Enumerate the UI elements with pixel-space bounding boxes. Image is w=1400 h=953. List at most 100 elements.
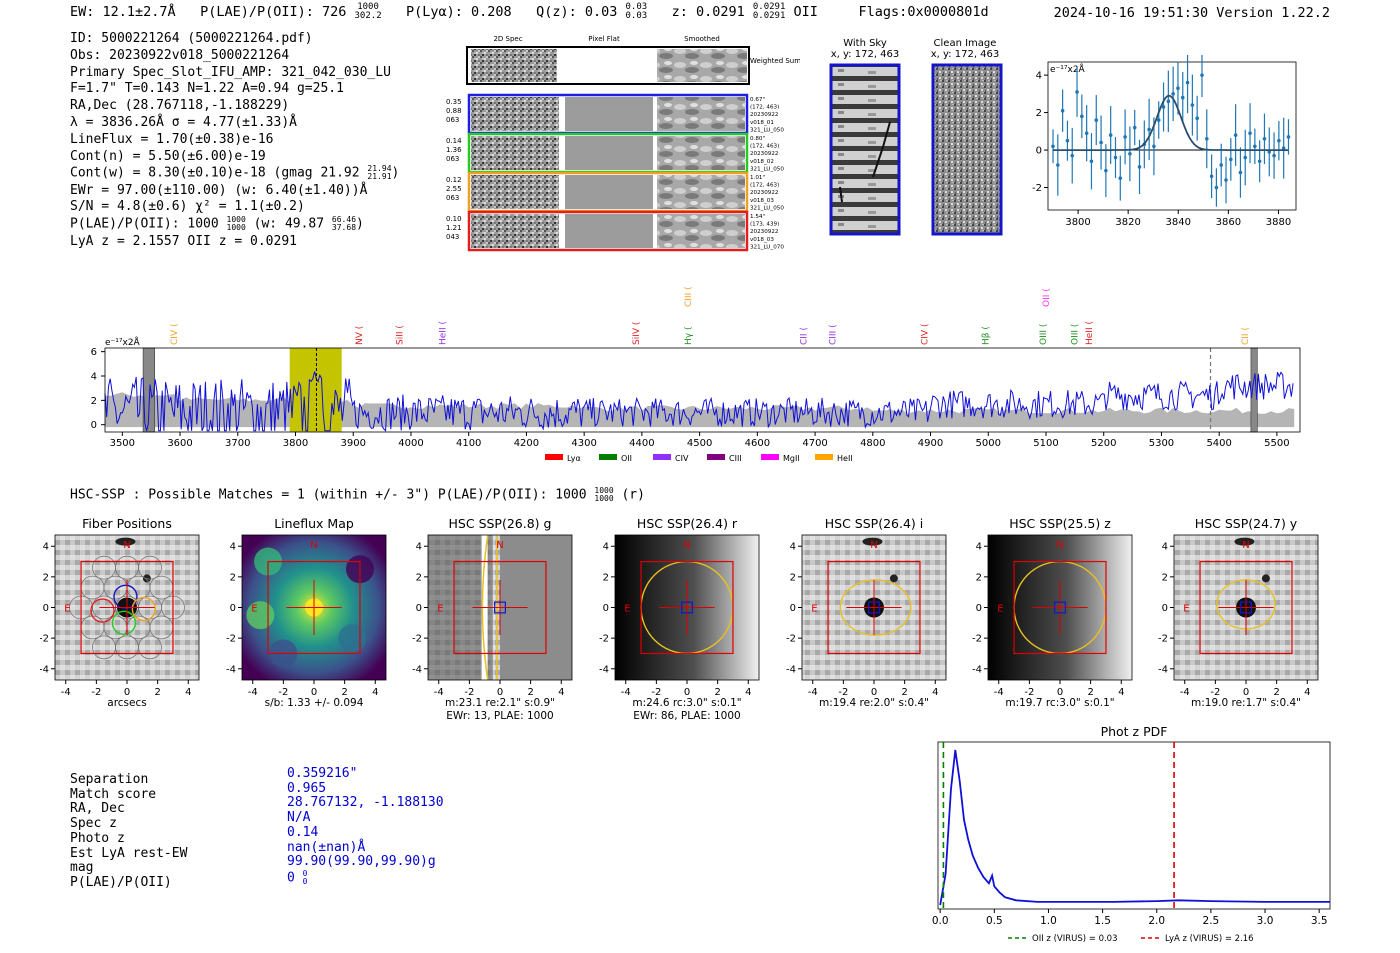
fit-point (1281, 146, 1286, 150)
summary-line: F=1.7" T=0.143 N=1.22 A=0.94 g=25.1 (70, 81, 344, 97)
fit-point (1137, 165, 1142, 169)
photz-legend-label: LyA z (VIRUS) = 2.16 (1165, 934, 1254, 944)
spec-row-right-label: 20230922 (750, 190, 778, 196)
panel-ytick-label: 4 (976, 542, 982, 553)
datestamp: 2024-10-16 19:51:30 Version 1.22.2 (1053, 5, 1330, 21)
qz-hi: 0.03 (625, 2, 648, 12)
spec-row-left-label: 1.21 (446, 224, 462, 232)
weighted-2d (471, 49, 557, 82)
sky-cutouts (829, 63, 1003, 236)
neighbor-blob (862, 537, 883, 546)
legend-label: Lyα (567, 454, 581, 463)
panel-xtick-label: 4 (1118, 687, 1124, 698)
ew-value: EW: 12.1±2.7Å (70, 4, 176, 20)
spec-row-right-label: 1.01" (750, 175, 765, 181)
fit-point (1262, 137, 1267, 141)
fit-gaussian-curve (1053, 94, 1289, 151)
spec-row-right-label: (172, 463) (750, 105, 779, 111)
panel-caption: m:19.7 rc:3.0" s:0.1" (1005, 697, 1114, 709)
panel-ytick-label: -2 (599, 634, 609, 645)
east-label: E (997, 603, 1003, 614)
panel-xtick-label: -2 (91, 687, 101, 698)
panel-xtick-label: -4 (1180, 687, 1190, 698)
fit-point (1094, 118, 1099, 122)
hsc-header: HSC-SSP : Possible Matches = 1 (within +… (70, 486, 645, 503)
match-value: nan(±nan)Å (287, 839, 366, 855)
fit-point (1286, 135, 1291, 139)
counterpart-marker (494, 601, 506, 614)
fit-point (1152, 144, 1156, 149)
spec-row-flat (565, 97, 653, 131)
search-box (80, 560, 174, 655)
spec-xtick-label: 4900 (918, 438, 943, 449)
spec-row-2d (471, 214, 559, 248)
panel-ytick-label: 2 (790, 572, 796, 583)
panel-caption: m:23.1 re:2.1" s:0.9" (445, 697, 555, 709)
spec-xtick-label: 4500 (687, 438, 712, 449)
line-id-label: CIV ( (170, 324, 180, 345)
ewr-line: EWr = 97.00(±110.00) (w: 6.40(±1.40))Å (70, 182, 368, 198)
photz-xtick-label: 0.5 (986, 915, 1003, 927)
panel-ytick-label: -2 (412, 634, 422, 645)
legend-label: MgII (783, 454, 800, 463)
fiber-circle (138, 555, 162, 580)
panel-ytick-label: -2 (786, 634, 796, 645)
east-label: E (251, 603, 257, 614)
counterpart-marker (868, 601, 880, 614)
spec-ytick-label: 4 (91, 372, 97, 383)
spec-ytick-label: 6 (91, 347, 97, 358)
panel-ytick-label: 4 (1162, 542, 1168, 553)
match-label: mag (70, 860, 94, 876)
fit-xtick-label: 3880 (1266, 217, 1291, 228)
aperture-ellipse (839, 579, 912, 636)
summary-line: RA,Dec (28.767118,-1.188229) (70, 98, 290, 114)
summary-line: ID: 5000221264 (5000221264.pdf) (70, 31, 313, 46)
spec-row-right-label: (172, 463) (750, 144, 779, 150)
spec-row-right-label: 1.54" (750, 214, 765, 220)
spec-ylabel: e⁻¹⁷x2Å (105, 336, 141, 348)
panel-ytick-label: 0 (976, 603, 982, 614)
panel-title: HSC SSP(26.4) r (637, 516, 738, 531)
match-value: N/A (287, 810, 311, 826)
photz-xtick-label: 3.0 (1257, 915, 1274, 927)
panel-xtick-label: 4 (372, 687, 378, 698)
legend-swatch (815, 454, 833, 460)
spec-xtick-label: 5400 (1206, 438, 1231, 449)
match-value: 0.14 (287, 824, 319, 840)
lineflux-blob (246, 601, 275, 630)
fit-point (1243, 155, 1248, 160)
panel-ytick-label: 2 (43, 572, 49, 583)
z-hi: 0.0291 (752, 2, 786, 12)
panel-xtick-label: 2 (341, 687, 347, 698)
panel-xtick-label: -4 (434, 687, 444, 698)
north-label: N (123, 540, 130, 551)
fiber-highlight (131, 596, 157, 622)
panel-caption: m:24.6 rc:3.0" s:0.1" (632, 697, 741, 709)
line-id-label: NV ( (355, 326, 365, 345)
line-id-label: CIII ( (684, 286, 694, 307)
panel-ytick-label: 0 (1162, 603, 1168, 614)
match-label: Separation (70, 772, 149, 787)
panel-ytick-label: -4 (972, 664, 982, 675)
fit-point (1108, 133, 1113, 137)
panel-xtick-label: 4 (1304, 687, 1310, 698)
fit-point (1233, 133, 1238, 137)
fit-point (1171, 92, 1175, 96)
with-sky-image (829, 63, 901, 236)
panel-ytick-label: 2 (1162, 572, 1168, 583)
fit-xtick-label: 3840 (1166, 217, 1191, 228)
panel-ytick-label: 4 (790, 542, 796, 553)
fit-point (1238, 170, 1243, 175)
neighbor-blob (1234, 537, 1255, 546)
panel-xtick-label: 0 (684, 687, 690, 698)
fit-point (1147, 127, 1151, 132)
legend-label: CIV (675, 454, 689, 463)
panel-xtick-label: -4 (248, 687, 258, 698)
line-id-label: SiII ( (395, 325, 405, 345)
fit-point (1161, 105, 1166, 109)
photz-pdf-plot: Phot z PDF OII z (VIRUS) = 0.03 LyA z (VIR… (932, 724, 1331, 944)
match-label: Photo z (70, 830, 125, 846)
plae-line: P(LAE)/P(OII): 1000 1000 1000 (w: 49.87 6… (70, 215, 364, 233)
panel-ytick-label: 0 (603, 603, 609, 614)
fit-point (1277, 138, 1281, 143)
